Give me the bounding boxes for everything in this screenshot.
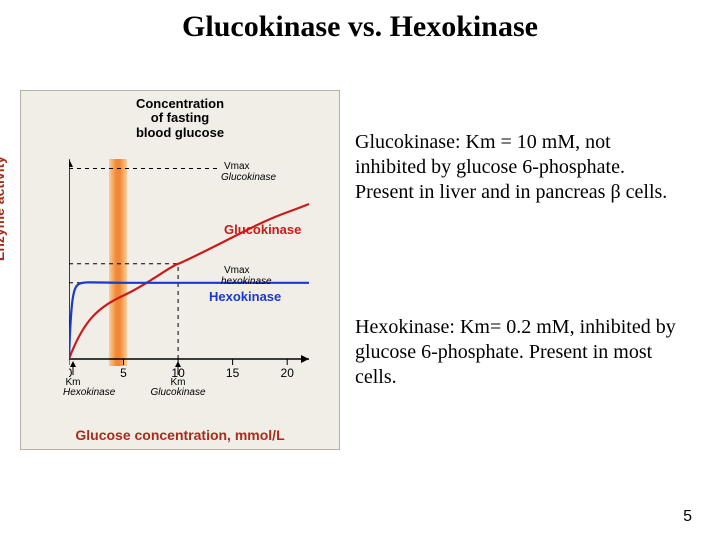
y-arrowhead [69,159,73,167]
annot-l1: Concentration [136,96,224,111]
svg-text:Glucokinase: Glucokinase [150,387,205,398]
plot-area: ~ 0 5 10 15 20 [69,159,319,389]
hexokinase-series-label: Hexokinase [209,289,281,304]
enzyme-kinetics-chart: Concentration of fasting blood glucose E… [20,90,340,450]
glucokinase-description: Glucokinase: Km = 10 mM, not inhibited b… [355,130,685,205]
hexokinase-description: Hexokinase: Km= 0.2 mM, inhibited by glu… [355,315,685,390]
glucokinase-series-label: Glucokinase [224,222,301,237]
plot-svg: ~ 0 5 10 15 20 [69,159,319,389]
page-title: Glucokinase vs. Hexokinase [0,10,720,44]
x-axis-label: Glucose concentration, mmol/L [21,427,339,443]
fasting-annotation: Concentration of fasting blood glucose [21,97,339,140]
annot-l2: of fasting [151,110,210,125]
vmax-hexo-lbl: Vmax [224,265,250,276]
page-number: 5 [683,508,692,526]
annot-l3: blood glucose [136,125,224,140]
y-axis-label: Enzyme activity [0,156,7,261]
vmax-hexo-sub: hexokinase [221,276,272,287]
svg-text:Hexokinase: Hexokinase [63,387,116,398]
vmax-gluco-sub: Glucokinase [221,172,276,183]
km-gluco-arrow: Km Glucokinase [150,361,205,398]
km-arrows: Km Hexokinase Km Glucokinase [69,359,319,399]
km-hexo-arrow: Km Hexokinase [63,361,116,398]
fasting-band [109,159,127,366]
vmax-gluco-lbl: Vmax [224,161,250,172]
